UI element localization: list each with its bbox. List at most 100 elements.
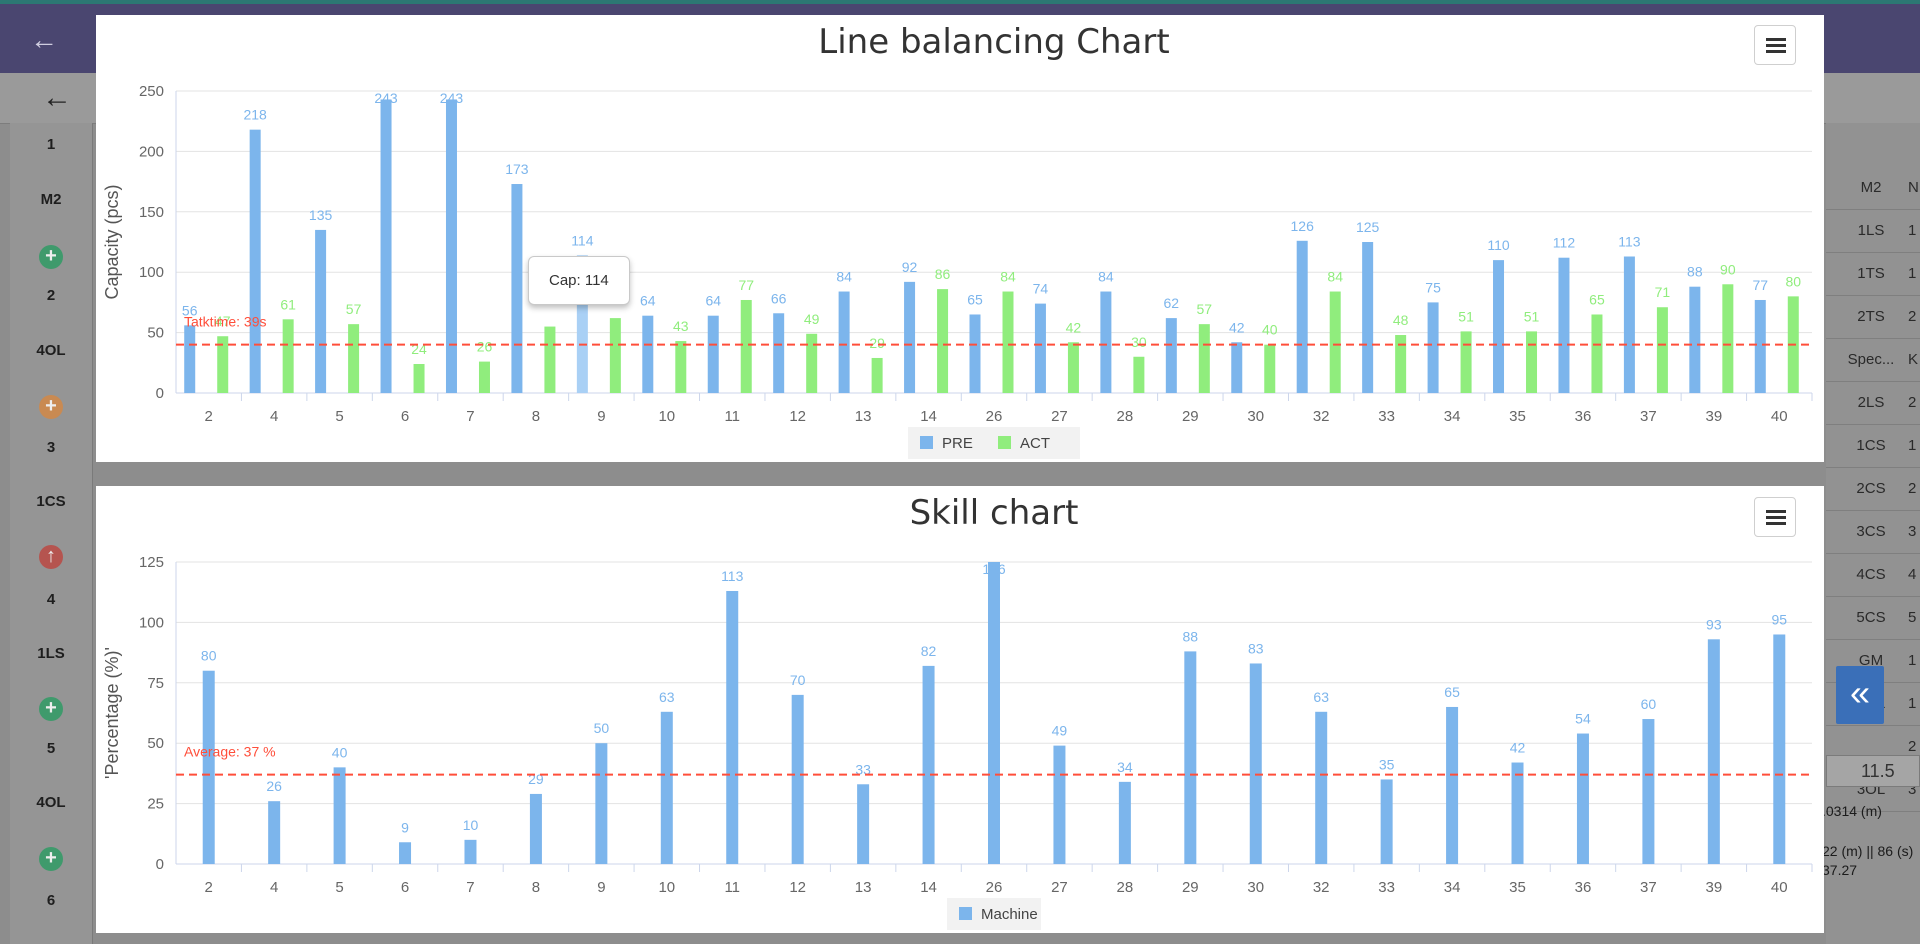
data-label: 29 — [869, 335, 885, 351]
x-tick-label: 27 — [1051, 879, 1068, 896]
x-tick-label: 12 — [789, 879, 806, 896]
bar-act — [1656, 307, 1668, 393]
cell: 3 — [1908, 781, 1917, 798]
data-label: 35 — [1379, 756, 1395, 772]
x-tick-label: 34 — [1444, 408, 1461, 425]
bar-machine — [1642, 719, 1655, 864]
bar-act — [413, 364, 425, 393]
data-label: 77 — [1752, 277, 1768, 293]
back-arrow-icon[interactable]: ← — [30, 24, 58, 55]
add-icon[interactable]: + — [39, 697, 63, 721]
add-icon[interactable]: + — [39, 245, 63, 269]
station-number: 5 — [46, 740, 56, 757]
bar-pre — [1558, 257, 1570, 393]
data-label: 83 — [1248, 640, 1264, 656]
cell: 2 — [1908, 480, 1917, 497]
bar-act — [1329, 291, 1341, 393]
distance-text: 22 (m) || 86 (s) — [1822, 843, 1914, 859]
y-tick-label: 50 — [147, 325, 164, 342]
cell: 2 — [1908, 738, 1917, 755]
x-tick-label: 4 — [270, 879, 278, 896]
bar-pre — [642, 315, 654, 393]
x-tick-label: 36 — [1575, 408, 1592, 425]
bar-machine — [1380, 779, 1393, 864]
chart-menu-button[interactable] — [1754, 497, 1796, 537]
bar-pre — [1493, 260, 1505, 393]
back-arrow-icon[interactable]: ← — [42, 81, 72, 114]
x-tick-label: 28 — [1117, 408, 1134, 425]
cell: N — [1908, 179, 1919, 196]
skill-table: M2 N 1LS 1 1TS 1 2TS 2 Spec... K 2LS 2 1CS 1 2C… — [1826, 123, 1920, 944]
bar-machine — [1576, 733, 1589, 864]
value-input[interactable]: 11.5 — [1826, 755, 1920, 787]
x-tick-label: 35 — [1509, 879, 1526, 896]
station-number: 6 — [46, 892, 56, 909]
chart-menu-button[interactable] — [1754, 25, 1796, 65]
table-row: 1CS 1 — [1826, 424, 1920, 468]
data-label: 50 — [594, 720, 610, 736]
add-icon[interactable]: + — [39, 847, 63, 871]
data-label: 60 — [1641, 696, 1657, 712]
x-tick-label: 8 — [532, 408, 540, 425]
x-tick-label: 14 — [920, 879, 937, 896]
bar-pre — [1231, 342, 1243, 393]
up-arrow-icon[interactable]: ↑ — [39, 545, 63, 569]
bar-act — [1067, 342, 1079, 393]
x-tick-label: 9 — [597, 408, 605, 425]
data-label: 243 — [374, 90, 398, 106]
data-label: 51 — [1524, 308, 1540, 324]
distance-text: 37.27 — [1822, 862, 1858, 878]
data-label: 64 — [705, 293, 721, 309]
data-label: 65 — [967, 291, 983, 307]
x-tick-label: 10 — [658, 879, 675, 896]
bar-machine — [268, 801, 281, 864]
data-label: 126 — [1291, 218, 1315, 234]
cell: K — [1908, 351, 1919, 368]
x-tick-label: 36 — [1575, 879, 1592, 896]
add-icon[interactable]: + — [39, 395, 63, 419]
bar-act — [1591, 314, 1603, 393]
data-label: 42 — [1510, 740, 1526, 756]
table-row: 2LS 2 — [1826, 381, 1920, 425]
x-tick-label: 32 — [1313, 879, 1330, 896]
data-label: 26 — [477, 339, 493, 355]
cell: 1 — [1908, 222, 1917, 239]
data-label: 61 — [280, 296, 296, 312]
bar-pre — [707, 315, 719, 393]
x-tick-label: 26 — [986, 408, 1003, 425]
bar-machine — [857, 784, 870, 864]
bar-pre — [315, 229, 327, 393]
bar-pre — [904, 281, 916, 393]
data-label: 33 — [855, 761, 871, 777]
station-code: 1CS — [36, 493, 66, 510]
cell: 1TS — [1857, 265, 1885, 282]
station-code: 4OL — [36, 794, 66, 811]
table-row: 4CS 4 — [1826, 553, 1920, 597]
cell: 4CS — [1856, 566, 1886, 583]
cell: M2 — [1860, 179, 1882, 196]
data-label: 34 — [1117, 759, 1133, 775]
station-code: 1LS — [37, 645, 65, 662]
table-row: 2TS 2 — [1826, 295, 1920, 339]
x-tick-label: 26 — [986, 879, 1003, 896]
bar-pre — [1296, 240, 1308, 393]
collapse-panel-button[interactable]: « — [1836, 666, 1884, 724]
cell: 1CS — [1856, 437, 1886, 454]
x-tick-label: 4 — [270, 408, 278, 425]
y-tick-label: 25 — [147, 796, 164, 813]
bar-pre — [445, 99, 457, 394]
bar-act — [1198, 324, 1210, 393]
reference-line-label: Average: 37 % — [184, 744, 276, 760]
bar-act — [348, 324, 360, 393]
chart-tooltip: Cap: 114 — [528, 256, 630, 305]
data-label: 42 — [1066, 319, 1082, 335]
station-code: M2 — [40, 191, 62, 208]
data-label: 29 — [528, 771, 544, 787]
data-label: 70 — [790, 672, 806, 688]
data-label: 112 — [1553, 235, 1576, 251]
data-label: 88 — [1687, 264, 1703, 280]
bar-machine — [202, 670, 215, 864]
x-tick-label: 2 — [205, 879, 213, 896]
cell: 1 — [1908, 437, 1917, 454]
